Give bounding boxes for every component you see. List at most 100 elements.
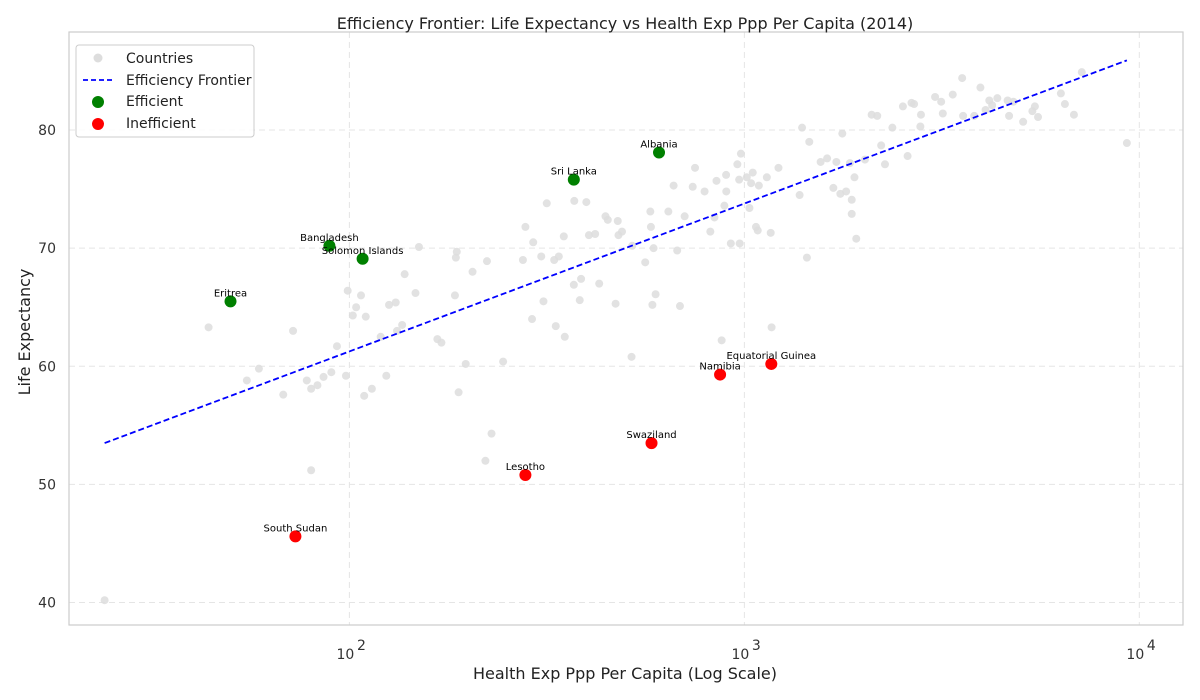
- y-tick-label: 50: [38, 477, 56, 493]
- country-point: [712, 176, 721, 185]
- country-point: [279, 390, 288, 399]
- country-point: [664, 207, 673, 216]
- country-point: [646, 207, 655, 216]
- country-point: [774, 163, 783, 172]
- y-tick-label: 70: [38, 241, 56, 257]
- country-point: [452, 247, 461, 256]
- country-point: [411, 289, 420, 298]
- inefficient-point-label: Namibia: [699, 362, 740, 373]
- countries-series: [100, 68, 1131, 605]
- country-point: [254, 364, 263, 373]
- country-point: [595, 279, 604, 288]
- country-point: [332, 342, 341, 351]
- inefficient-point: [714, 368, 727, 381]
- country-point: [717, 336, 726, 345]
- country-point: [376, 332, 385, 341]
- country-point: [795, 191, 804, 200]
- country-point: [570, 196, 579, 205]
- country-point: [414, 242, 423, 251]
- country-point: [348, 311, 357, 320]
- frontier-line: [104, 59, 1128, 444]
- country-point: [850, 173, 859, 182]
- efficient-point-label: Sri Lanka: [551, 167, 597, 178]
- country-point: [521, 222, 530, 231]
- inefficient-point: [289, 530, 302, 543]
- country-point: [651, 290, 660, 299]
- chart-title: Efficiency Frontier: Life Expectancy vs …: [337, 14, 913, 33]
- country-point: [742, 173, 751, 182]
- country-point: [560, 332, 569, 341]
- country-point: [981, 105, 990, 114]
- country-point: [613, 217, 622, 226]
- country-point: [970, 111, 979, 120]
- efficient-series: [224, 146, 666, 308]
- country-point: [958, 74, 967, 83]
- x-tick-exponent: 3: [752, 638, 761, 654]
- legend-marker-inefficient: [92, 118, 104, 130]
- y-axis-ticks: 40 50 60 70 80: [38, 123, 56, 612]
- country-point: [454, 388, 463, 397]
- country-point: [847, 209, 856, 218]
- country-point: [302, 376, 311, 385]
- legend-box: [75, 44, 255, 138]
- country-point: [948, 90, 957, 99]
- country-point: [753, 226, 762, 235]
- country-point: [398, 320, 407, 329]
- country-point: [766, 228, 775, 237]
- y-tick-label: 60: [38, 359, 56, 375]
- country-point: [559, 232, 568, 241]
- y-axis-label: Life Expectancy: [15, 269, 34, 396]
- country-point: [646, 222, 655, 231]
- inefficient-point: [519, 468, 532, 481]
- country-point: [976, 83, 985, 92]
- legend-label-frontier: Efficiency Frontier: [126, 73, 252, 89]
- country-point: [675, 302, 684, 311]
- country-point: [499, 357, 508, 366]
- country-point: [733, 160, 742, 169]
- country-point: [591, 229, 600, 238]
- country-point: [852, 234, 861, 243]
- country-point: [735, 239, 744, 248]
- country-point: [367, 384, 376, 393]
- country-point: [360, 391, 369, 400]
- country-point: [823, 154, 832, 163]
- x-tick-exponent: 4: [1147, 638, 1156, 654]
- country-point: [518, 255, 527, 264]
- country-point: [242, 376, 251, 385]
- country-point: [385, 300, 394, 309]
- point-labels: Albania Sri Lanka Bangladesh Solomon Island…: [214, 139, 816, 534]
- country-point: [400, 270, 409, 279]
- country-point: [641, 258, 650, 267]
- country-point: [798, 123, 807, 132]
- inefficient-point-label: Swaziland: [626, 430, 676, 441]
- x-tick-exponent: 2: [357, 638, 366, 654]
- legend-marker-countries: [93, 53, 103, 63]
- country-point: [451, 253, 460, 262]
- inefficient-point: [765, 357, 778, 370]
- country-point: [341, 371, 350, 380]
- country-point: [648, 300, 657, 309]
- efficient-point: [356, 252, 369, 265]
- country-point: [688, 182, 697, 191]
- country-point: [673, 246, 682, 255]
- country-point: [735, 175, 744, 184]
- country-point: [700, 187, 709, 196]
- inefficient-point: [645, 437, 658, 450]
- country-point: [829, 183, 838, 192]
- efficient-point-label: Albania: [640, 139, 677, 150]
- country-point: [993, 94, 1002, 103]
- country-point: [357, 291, 366, 300]
- country-point: [1060, 100, 1069, 109]
- inefficient-point-label: South Sudan: [264, 523, 328, 534]
- country-point: [959, 111, 968, 120]
- legend: Countries Efficiency Frontier Efficient …: [75, 44, 255, 138]
- efficiency-frontier-series: [104, 59, 1128, 444]
- country-point: [916, 110, 925, 119]
- country-point: [569, 280, 578, 289]
- plot-frame: [68, 31, 1184, 626]
- country-point: [554, 252, 563, 261]
- country-point: [487, 429, 496, 438]
- country-point: [611, 299, 620, 308]
- country-point: [669, 181, 678, 190]
